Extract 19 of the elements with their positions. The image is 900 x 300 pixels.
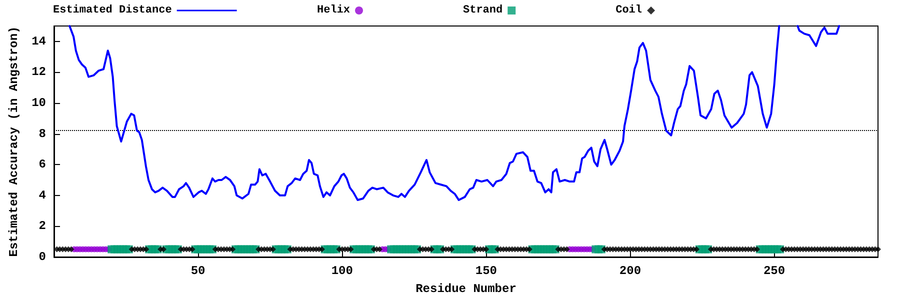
legend-label: Helix [316,4,350,16]
legend-label: Strand [463,4,503,16]
y-tick-label: 12 [32,65,46,80]
x-tick-label: 250 [763,264,786,278]
y-tick-label: 4 [38,188,46,202]
legend-label: Coil [616,4,642,16]
x-tick-label: 150 [475,264,497,278]
y-tick-label: 0 [38,250,46,264]
y-tick-label: 6 [38,158,46,172]
series-label: Estimated Distance [52,4,172,16]
y-tick-label: 2 [38,219,46,234]
x-tick-label: 50 [190,264,206,278]
x-axis-title: Residue Number [416,282,516,296]
y-tick-label: 10 [32,96,46,110]
y-tick-label: 14 [32,34,46,48]
x-tick-label: 200 [619,264,642,278]
y-axis-title: Estimated Accuracy (in Angstron) [7,26,21,257]
x-tick-label: 100 [331,264,353,278]
y-tick-label: 8 [38,126,46,141]
